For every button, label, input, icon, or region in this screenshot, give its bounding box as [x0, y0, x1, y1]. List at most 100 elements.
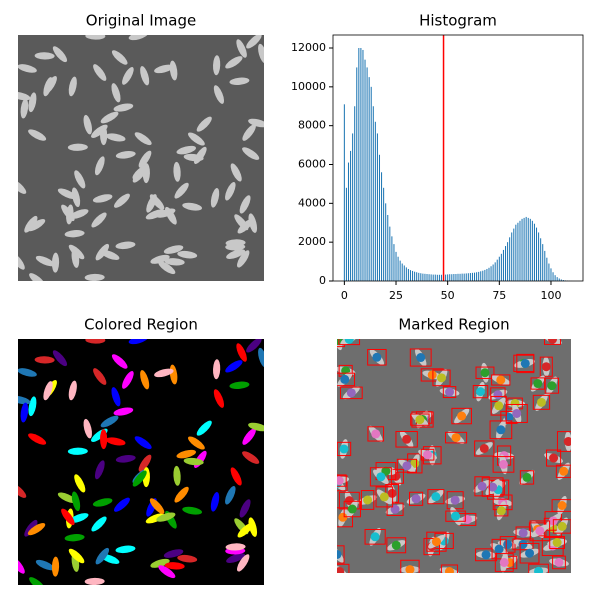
bounding-box [474, 440, 495, 457]
bounding-box [445, 510, 466, 522]
grain [69, 513, 89, 523]
grain [94, 460, 105, 480]
grain [225, 360, 243, 373]
grain [248, 517, 258, 537]
bar [350, 150, 352, 281]
bounding-box [556, 431, 571, 452]
centroid [431, 492, 441, 502]
centroid [522, 472, 532, 482]
bar [399, 260, 401, 281]
grain [71, 491, 81, 512]
grain [225, 543, 246, 551]
grain [93, 368, 107, 385]
bar [478, 271, 480, 281]
centroid [498, 459, 508, 469]
centroid [533, 379, 543, 389]
grain [18, 395, 31, 405]
bar [562, 280, 564, 281]
centroid [344, 496, 354, 506]
grain [225, 56, 243, 69]
bar [542, 244, 544, 281]
centroid [559, 466, 569, 476]
grain [177, 554, 198, 563]
grain [239, 195, 251, 214]
centroid [423, 450, 433, 460]
grain [68, 548, 85, 564]
centroid [476, 387, 486, 397]
grain [27, 219, 46, 232]
bar [438, 274, 440, 281]
grain [132, 470, 147, 487]
grain [105, 133, 126, 142]
grain [34, 52, 55, 60]
grain [115, 455, 136, 463]
bounding-box [386, 537, 407, 554]
bar [395, 251, 397, 281]
centroid [339, 444, 349, 454]
grain [34, 356, 55, 364]
bar [471, 272, 473, 281]
centroid [481, 550, 491, 560]
bounding-box [445, 431, 468, 444]
grain [18, 368, 37, 377]
bar [540, 238, 542, 281]
bounding-box [420, 448, 435, 461]
grain [258, 43, 264, 64]
grain [242, 147, 260, 160]
grain [158, 565, 176, 579]
centroid [379, 492, 389, 502]
bar [434, 274, 436, 281]
bar [343, 104, 345, 282]
centroid [337, 549, 342, 559]
centroid [340, 374, 350, 384]
grain [182, 202, 203, 211]
grain [226, 249, 246, 259]
grain [149, 194, 165, 210]
bar [345, 187, 347, 281]
bar [432, 274, 434, 281]
bar [424, 273, 426, 281]
bounding-box [492, 456, 515, 473]
grain [237, 554, 250, 572]
grain [74, 474, 86, 493]
centroid [520, 358, 530, 368]
bounding-box [494, 553, 514, 572]
grain [85, 35, 106, 40]
grain [213, 85, 225, 104]
bar [354, 106, 356, 282]
bar [513, 228, 515, 281]
centroid [372, 352, 382, 362]
bar [554, 275, 556, 281]
y-tick-label: 12000 [291, 41, 326, 54]
image [337, 339, 571, 573]
bounding-box [411, 411, 434, 428]
bar [420, 273, 422, 281]
centroid [402, 461, 412, 471]
grain [92, 194, 113, 203]
grain [242, 124, 256, 141]
centroid [337, 566, 345, 573]
grain [28, 433, 47, 445]
grain [111, 387, 121, 407]
grain [111, 50, 128, 65]
bounding-box [544, 377, 560, 394]
bar [422, 273, 424, 281]
grain [145, 513, 165, 524]
bar [496, 259, 498, 281]
centroid [541, 362, 551, 372]
bar [385, 203, 387, 281]
bounding-box [375, 486, 394, 508]
grain [20, 98, 29, 119]
bar [428, 274, 430, 281]
centroid [457, 411, 467, 421]
bounding-box [409, 348, 432, 367]
bar [560, 279, 562, 281]
bounding-box [337, 545, 345, 564]
grain [246, 339, 262, 353]
x-tick-label: 25 [389, 289, 403, 302]
centroid [496, 425, 506, 435]
grain [92, 498, 113, 507]
bar [550, 268, 552, 281]
centroid [370, 532, 380, 542]
centroid [346, 388, 356, 398]
